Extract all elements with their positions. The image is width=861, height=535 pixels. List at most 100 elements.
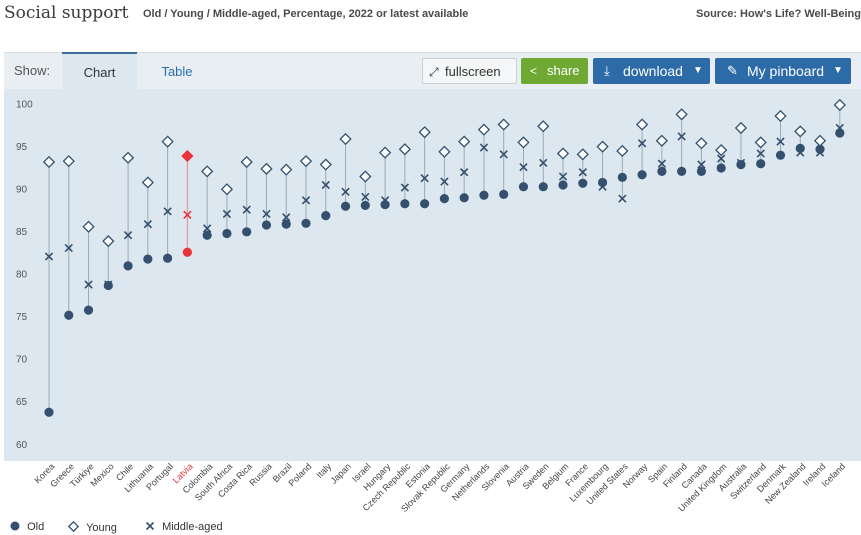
point-old[interactable] bbox=[736, 159, 746, 170]
point-young[interactable] bbox=[774, 109, 787, 123]
point-young[interactable] bbox=[477, 123, 491, 136]
point-old[interactable] bbox=[202, 230, 212, 240]
point-middle-aged[interactable] bbox=[578, 168, 587, 177]
point-middle-aged[interactable] bbox=[460, 168, 469, 177]
point-old[interactable] bbox=[163, 253, 173, 263]
point-middle-aged[interactable] bbox=[499, 150, 508, 159]
point-old[interactable] bbox=[83, 305, 94, 315]
point-middle-aged[interactable] bbox=[84, 280, 93, 289]
point-middle-aged[interactable] bbox=[677, 132, 686, 141]
point-old[interactable] bbox=[578, 178, 588, 188]
point-old[interactable] bbox=[281, 219, 291, 229]
point-middle-aged[interactable] bbox=[717, 154, 726, 163]
point-old[interactable] bbox=[321, 211, 331, 221]
point-young[interactable] bbox=[458, 135, 471, 148]
point-old[interactable] bbox=[123, 261, 133, 271]
point-young[interactable] bbox=[418, 126, 431, 139]
point-middle-aged[interactable] bbox=[657, 159, 667, 168]
point-old[interactable] bbox=[222, 228, 232, 239]
point-young[interactable] bbox=[141, 176, 154, 189]
point-middle-aged[interactable] bbox=[163, 207, 172, 216]
share-button[interactable]: < share bbox=[521, 58, 588, 84]
point-old[interactable] bbox=[677, 166, 687, 176]
point-young[interactable] bbox=[319, 158, 332, 171]
point-young[interactable] bbox=[497, 118, 510, 131]
point-young[interactable] bbox=[121, 151, 135, 164]
point-middle-aged[interactable] bbox=[361, 192, 370, 202]
point-middle-aged[interactable] bbox=[282, 213, 291, 222]
point-old[interactable] bbox=[360, 200, 370, 211]
point-young[interactable] bbox=[102, 235, 115, 248]
point-middle-aged[interactable] bbox=[796, 148, 805, 157]
point-old[interactable] bbox=[242, 227, 252, 237]
point-young[interactable] bbox=[181, 149, 194, 163]
fullscreen-button[interactable]: ⤢ fullscreen bbox=[422, 58, 517, 84]
point-young[interactable] bbox=[537, 120, 550, 133]
point-young[interactable] bbox=[813, 134, 827, 147]
point-old[interactable] bbox=[400, 199, 410, 209]
tab-table[interactable]: Table bbox=[161, 64, 193, 79]
point-young[interactable] bbox=[82, 220, 95, 233]
point-old[interactable] bbox=[696, 166, 707, 176]
point-middle-aged[interactable] bbox=[44, 252, 54, 261]
point-young[interactable] bbox=[576, 148, 589, 161]
point-old[interactable] bbox=[340, 201, 351, 211]
point-young[interactable] bbox=[734, 121, 748, 135]
point-old[interactable] bbox=[815, 144, 825, 154]
point-middle-aged[interactable] bbox=[242, 205, 251, 214]
point-old[interactable] bbox=[835, 128, 845, 138]
point-young[interactable] bbox=[339, 132, 352, 146]
point-middle-aged[interactable] bbox=[262, 209, 271, 219]
point-old[interactable] bbox=[479, 190, 489, 200]
point-middle-aged[interactable] bbox=[539, 158, 548, 168]
point-middle-aged[interactable] bbox=[202, 224, 212, 233]
point-old[interactable] bbox=[775, 150, 786, 160]
point-middle-aged[interactable] bbox=[104, 280, 113, 289]
point-young[interactable] bbox=[695, 137, 708, 150]
point-old[interactable] bbox=[538, 182, 548, 192]
point-old[interactable] bbox=[439, 194, 449, 204]
point-young[interactable] bbox=[754, 136, 767, 149]
point-old[interactable] bbox=[657, 166, 667, 176]
point-middle-aged[interactable] bbox=[697, 160, 706, 169]
point-young[interactable] bbox=[517, 136, 530, 149]
point-young[interactable] bbox=[201, 165, 214, 178]
point-young[interactable] bbox=[42, 155, 56, 169]
point-middle-aged[interactable] bbox=[321, 180, 330, 190]
point-old[interactable] bbox=[301, 218, 311, 228]
legend-item-middle-aged[interactable]: Middle-aged bbox=[145, 521, 223, 533]
point-young[interactable] bbox=[635, 118, 649, 131]
point-middle-aged[interactable] bbox=[558, 172, 568, 181]
point-old[interactable] bbox=[558, 180, 568, 190]
point-middle-aged[interactable] bbox=[143, 219, 153, 229]
point-young[interactable] bbox=[715, 143, 728, 157]
download-button[interactable]: ⤓ download ▼ bbox=[593, 58, 710, 84]
point-young[interactable] bbox=[556, 147, 570, 160]
point-middle-aged[interactable] bbox=[222, 209, 232, 219]
point-old[interactable] bbox=[518, 182, 529, 192]
legend-item-young[interactable]: Young bbox=[67, 520, 117, 534]
point-middle-aged[interactable] bbox=[341, 187, 350, 196]
point-middle-aged[interactable] bbox=[123, 231, 133, 240]
point-young[interactable] bbox=[596, 140, 609, 153]
point-young[interactable] bbox=[260, 162, 273, 175]
point-middle-aged[interactable] bbox=[598, 182, 607, 191]
point-young[interactable] bbox=[833, 98, 846, 112]
point-young[interactable] bbox=[280, 163, 293, 176]
point-middle-aged[interactable] bbox=[736, 158, 746, 168]
point-young[interactable] bbox=[62, 155, 75, 168]
point-middle-aged[interactable] bbox=[835, 123, 844, 133]
point-old[interactable] bbox=[499, 189, 509, 199]
point-old[interactable] bbox=[756, 159, 766, 169]
point-young[interactable] bbox=[794, 125, 807, 138]
point-young[interactable] bbox=[378, 146, 392, 159]
point-middle-aged[interactable] bbox=[440, 177, 449, 186]
point-middle-aged[interactable] bbox=[776, 137, 785, 146]
point-middle-aged[interactable] bbox=[756, 149, 765, 158]
point-young[interactable] bbox=[675, 108, 688, 121]
point-young[interactable] bbox=[438, 145, 451, 158]
point-middle-aged[interactable] bbox=[183, 210, 192, 219]
point-young[interactable] bbox=[359, 170, 372, 183]
point-old[interactable] bbox=[637, 170, 647, 180]
point-young[interactable] bbox=[161, 135, 174, 148]
